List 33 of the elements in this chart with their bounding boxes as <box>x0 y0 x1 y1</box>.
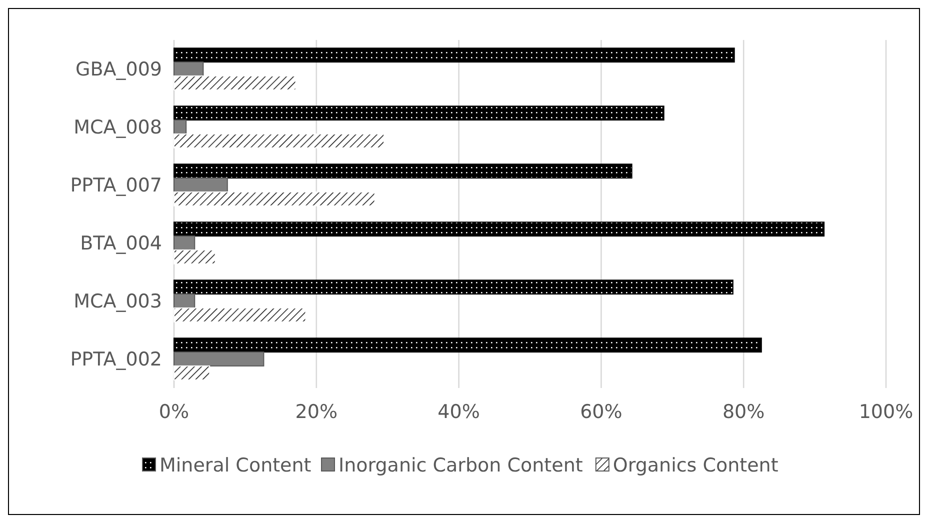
y-tick-label: GBA_009 <box>75 58 162 81</box>
y-tick-label: PPTA_007 <box>70 174 162 197</box>
bar <box>174 191 376 206</box>
bar <box>174 222 825 237</box>
bar <box>174 62 204 76</box>
bar <box>174 338 762 353</box>
x-tick-label: 40% <box>438 401 480 423</box>
bar <box>174 294 196 308</box>
x-tick-label: 0% <box>158 401 190 423</box>
legend-label: Inorganic Carbon Content <box>338 454 583 477</box>
x-tick-label: 80% <box>722 401 765 423</box>
bar <box>174 120 187 134</box>
bar <box>174 133 385 148</box>
y-tick-label: BTA_004 <box>80 232 162 255</box>
bar <box>174 249 216 264</box>
bar <box>174 178 228 192</box>
bar <box>174 307 306 322</box>
y-tick-label: MCA_008 <box>74 116 162 139</box>
bar <box>174 75 296 90</box>
x-tick-label: 60% <box>580 401 622 423</box>
bar <box>174 280 734 295</box>
x-tick-label: 20% <box>295 401 338 423</box>
bar <box>174 106 664 121</box>
x-tick-label: 100% <box>858 401 914 423</box>
bar <box>174 236 196 250</box>
bar <box>174 352 264 366</box>
y-tick-label: PPTA_002 <box>70 348 162 371</box>
y-tick-label: MCA_003 <box>74 290 162 313</box>
legend-label: Mineral Content <box>160 454 312 477</box>
legend-label: Organics Content <box>612 454 778 477</box>
bar <box>174 164 632 179</box>
bar <box>174 48 735 63</box>
bar <box>174 365 210 380</box>
